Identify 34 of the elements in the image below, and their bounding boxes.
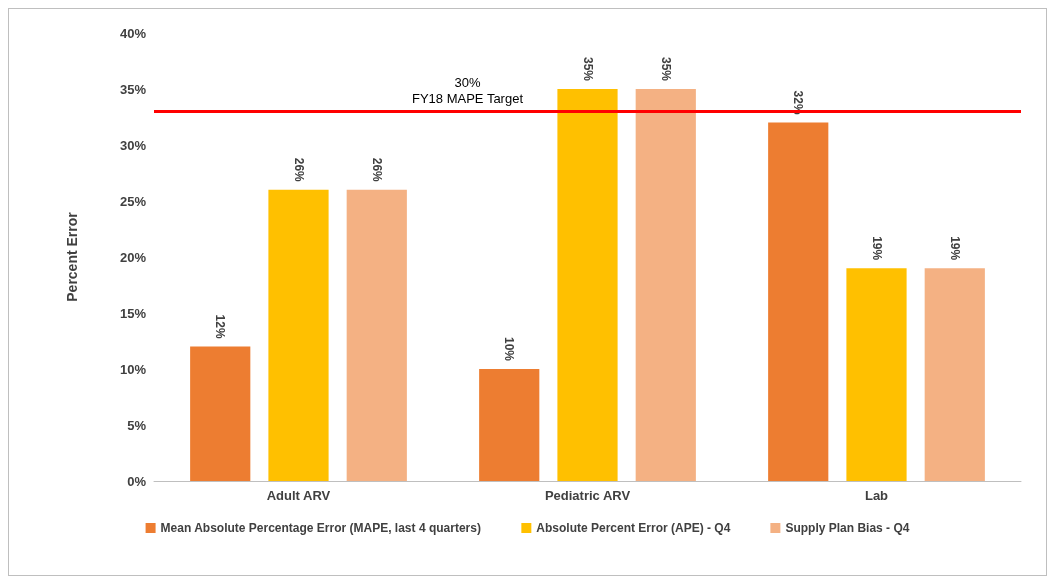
data-label: 35% <box>580 56 595 82</box>
legend-label: Absolute Percent Error (APE) - Q4 <box>536 521 731 535</box>
bar <box>190 346 251 481</box>
y-tick-label: 35% <box>119 81 147 97</box>
x-tick-label: Lab <box>864 488 889 503</box>
ref-line-label: 30% FY18 MAPE Target <box>411 74 524 106</box>
bar <box>346 189 407 481</box>
data-label: 35% <box>658 56 673 82</box>
data-label: 19% <box>869 236 884 261</box>
y-axis-title: Percent Error <box>64 211 80 302</box>
y-tick-label: 25% <box>119 193 147 209</box>
data-label: 10% <box>502 336 517 362</box>
data-label: 19% <box>947 236 962 261</box>
bar <box>768 122 829 481</box>
legend-label: Supply Plan Bias - Q4 <box>785 521 910 535</box>
y-tick-label: 10% <box>119 361 147 377</box>
bar <box>846 268 907 481</box>
y-tick-label: 40% <box>119 25 147 41</box>
data-label: 26% <box>291 157 306 183</box>
x-tick-label: Adult ARV <box>266 488 331 503</box>
y-tick-label: 30% <box>119 137 147 153</box>
y-tick-label: 15% <box>119 305 147 321</box>
bar <box>924 268 985 481</box>
legend-label: Mean Absolute Percentage Error (MAPE, last 4 quarters) <box>160 521 481 535</box>
bar <box>635 89 696 481</box>
bar <box>479 369 540 481</box>
y-tick-label: 20% <box>119 249 147 265</box>
x-tick-label: Pediatric ARV <box>544 488 631 503</box>
bar <box>557 89 618 481</box>
bar <box>268 189 329 481</box>
y-tick-label: 0% <box>127 473 147 489</box>
y-tick-label: 5% <box>127 417 147 433</box>
data-label: 12% <box>213 314 228 339</box>
data-label: 26% <box>369 157 384 183</box>
